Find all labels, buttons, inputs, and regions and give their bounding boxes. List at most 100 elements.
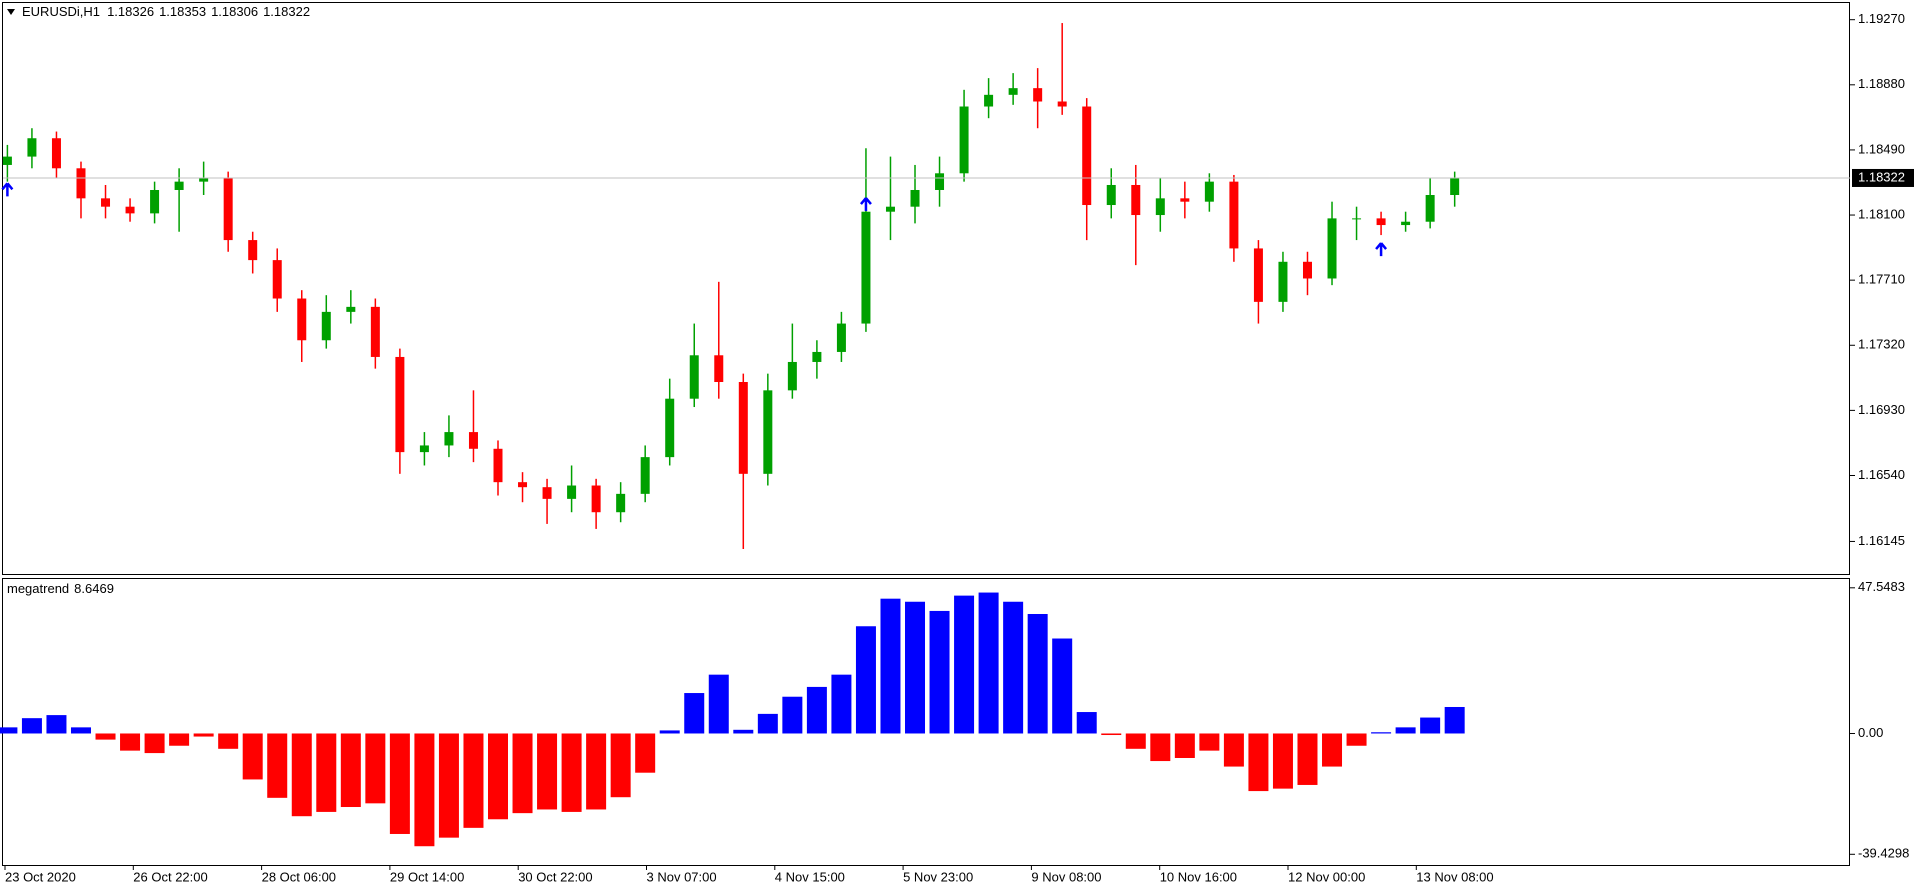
histogram-bar [929, 610, 950, 734]
histogram-bar [291, 733, 312, 817]
x-tick-label: 3 Nov 07:00 [647, 869, 717, 884]
candle-body [419, 445, 429, 453]
candle-body [27, 138, 37, 157]
histogram-bar [414, 733, 435, 847]
histogram-bar [267, 733, 288, 798]
histogram-bar [512, 733, 533, 814]
x-tick-label: 13 Nov 08:00 [1416, 869, 1493, 884]
candle-body [125, 206, 135, 214]
histogram-bar [144, 733, 165, 754]
x-tick-label: 26 Oct 22:00 [133, 869, 207, 884]
candle-body [51, 138, 61, 169]
y-tick-label: 1.17320 [1858, 337, 1905, 352]
candle-body [1033, 88, 1043, 102]
histogram-bar [1444, 706, 1465, 734]
candle-body [616, 493, 626, 513]
histogram-bar [218, 733, 239, 749]
histogram-bar [1223, 733, 1244, 767]
histogram-bar [684, 693, 705, 734]
histogram-bar [1395, 727, 1416, 734]
candle-body [567, 485, 577, 499]
histogram-bar [95, 733, 116, 740]
x-tick-label: 28 Oct 06:00 [262, 869, 336, 884]
x-tick-label: 4 Nov 15:00 [775, 869, 845, 884]
histogram-bar [1076, 712, 1097, 734]
candle-body [395, 356, 405, 453]
chart-header: EURUSDi,H1 1.18326 1.18353 1.18306 1.18322 [22, 4, 310, 19]
buy-arrow [1375, 242, 1388, 257]
indicator-value: 8.6469 [74, 581, 114, 596]
price-pane-frame [2, 2, 1850, 575]
candle-body [1106, 184, 1116, 206]
histogram-bar [1027, 613, 1048, 734]
candle-body [493, 448, 503, 483]
x-tick-label: 12 Nov 00:00 [1288, 869, 1365, 884]
histogram-bar [316, 733, 337, 812]
histogram-bar [586, 733, 607, 810]
histogram-bar [120, 733, 141, 751]
x-tick-label: 30 Oct 22:00 [518, 869, 592, 884]
histogram-bar [659, 730, 680, 734]
histogram-bar [733, 729, 754, 734]
candle-body [591, 485, 601, 513]
candle-body [1401, 221, 1411, 226]
x-tick-label: 23 Oct 2020 [5, 869, 76, 884]
candle-body [787, 361, 797, 391]
histogram-bar [0, 727, 18, 734]
histogram-bar [708, 674, 729, 734]
histogram-bar [537, 733, 558, 810]
candle-body [665, 398, 675, 458]
candle-body [1180, 198, 1190, 202]
histogram-bar [463, 733, 484, 828]
histogram-bar [978, 592, 999, 734]
histogram-bar [1371, 732, 1392, 734]
y-tick-label: 1.18490 [1858, 141, 1905, 156]
high-value: 1.18353 [159, 4, 206, 19]
histogram-bar [1199, 733, 1220, 751]
histogram-bar [21, 718, 42, 734]
histogram-bar [169, 733, 190, 746]
candle-body [297, 298, 307, 341]
histogram-bar [1003, 601, 1024, 734]
histogram-bar [389, 733, 410, 834]
histogram-bar [806, 686, 827, 734]
histogram-bar [1052, 638, 1073, 734]
histogram-bar [1174, 733, 1195, 758]
candle-body [76, 168, 86, 199]
histogram-bar [242, 733, 263, 780]
histogram-bar [488, 733, 508, 820]
candle-body [1229, 181, 1239, 249]
low-value: 1.18306 [211, 4, 258, 19]
candle-body [150, 189, 160, 214]
candle-body [101, 198, 111, 207]
histogram-bar [1125, 733, 1146, 749]
candle-body [812, 351, 822, 362]
y-tick-label: 1.19270 [1858, 11, 1905, 26]
x-tick-label: 10 Nov 16:00 [1160, 869, 1237, 884]
current-price-label: 1.18322 [1858, 169, 1905, 184]
candle-body [248, 240, 258, 261]
candle-body [1302, 261, 1312, 279]
candle-body [1008, 88, 1018, 95]
histogram-bar [340, 733, 361, 808]
current-price-box [1852, 168, 1914, 187]
candle-body [223, 178, 233, 241]
candle-body [1155, 198, 1165, 216]
histogram-bar [880, 598, 901, 734]
histogram-bar [610, 733, 631, 798]
histogram-bar [46, 715, 67, 734]
histogram-bar [1346, 733, 1367, 746]
indicator-pane-frame [2, 578, 1850, 866]
candle-body [689, 355, 699, 399]
y-tick-label: 1.16540 [1858, 467, 1905, 482]
candle-body [1278, 261, 1288, 302]
close-value: 1.18322 [263, 4, 310, 19]
histogram-bar [1420, 717, 1441, 734]
candle-body [1057, 101, 1067, 107]
candle-body [174, 181, 184, 190]
menu-triangle[interactable] [7, 9, 15, 15]
candle-body [959, 106, 969, 174]
histogram-bar [365, 733, 386, 804]
y-tick-label: 1.17710 [1858, 272, 1905, 287]
